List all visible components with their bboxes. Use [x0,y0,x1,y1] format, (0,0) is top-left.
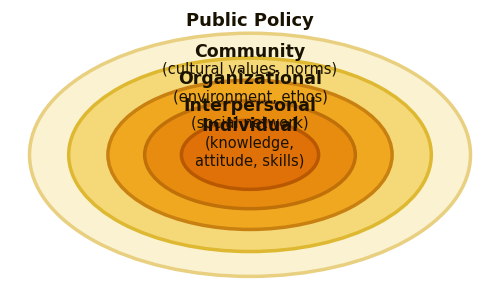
Text: (social network): (social network) [191,115,309,130]
Text: Organizational: Organizational [178,70,322,89]
Text: Community: Community [194,43,306,61]
Text: (environment, ethos): (environment, ethos) [172,89,328,104]
Ellipse shape [144,101,356,209]
Ellipse shape [108,80,392,230]
Text: Public Policy: Public Policy [186,12,314,30]
Text: Interpersonal: Interpersonal [184,97,316,115]
Text: (knowledge,
attitude, skills): (knowledge, attitude, skills) [196,136,304,168]
Ellipse shape [30,33,470,276]
Ellipse shape [182,120,318,190]
Text: Individual: Individual [202,118,298,135]
Ellipse shape [68,58,432,252]
Text: (cultural values, norms): (cultural values, norms) [162,61,338,76]
